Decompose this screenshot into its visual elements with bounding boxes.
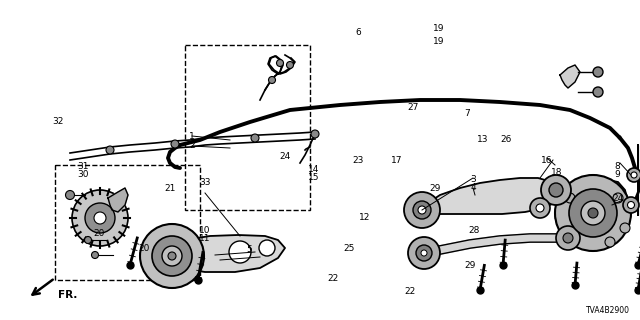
Circle shape (408, 237, 440, 269)
Polygon shape (560, 180, 628, 244)
Circle shape (541, 175, 571, 205)
Circle shape (269, 76, 275, 84)
Text: 16: 16 (541, 156, 553, 164)
Circle shape (613, 193, 623, 203)
Text: 2: 2 (189, 141, 195, 150)
Text: 22: 22 (404, 287, 415, 296)
Circle shape (229, 241, 251, 263)
Circle shape (581, 201, 605, 225)
Polygon shape (560, 65, 580, 88)
Text: 24: 24 (279, 152, 291, 161)
Text: FR.: FR. (58, 290, 77, 300)
Text: 13: 13 (477, 135, 489, 144)
Text: 24: 24 (612, 194, 623, 203)
Circle shape (94, 212, 106, 224)
Text: TVA4B2900: TVA4B2900 (586, 306, 630, 315)
Circle shape (421, 250, 427, 256)
Text: 26: 26 (500, 135, 511, 144)
Text: 27: 27 (407, 103, 419, 112)
Text: 29: 29 (429, 184, 441, 193)
Circle shape (72, 190, 128, 246)
Text: 1: 1 (189, 132, 195, 140)
Circle shape (251, 134, 259, 142)
Polygon shape (415, 178, 560, 215)
Circle shape (92, 252, 99, 259)
Circle shape (605, 237, 615, 247)
Text: 32: 32 (52, 117, 63, 126)
Circle shape (627, 202, 634, 209)
Circle shape (152, 236, 192, 276)
Text: 22: 22 (327, 274, 339, 283)
Circle shape (588, 208, 598, 218)
Text: 20: 20 (138, 244, 150, 252)
Polygon shape (147, 235, 285, 272)
Text: 33: 33 (199, 178, 211, 187)
Text: 29: 29 (465, 261, 476, 270)
Text: 12: 12 (359, 213, 371, 222)
Text: 4: 4 (471, 183, 476, 192)
Text: 31: 31 (77, 162, 89, 171)
Circle shape (593, 67, 603, 77)
Circle shape (623, 197, 639, 213)
Circle shape (276, 60, 284, 67)
Text: 18: 18 (551, 168, 563, 177)
Circle shape (627, 168, 640, 182)
Circle shape (162, 246, 182, 266)
Text: 5: 5 (247, 245, 252, 254)
Circle shape (404, 192, 440, 228)
Circle shape (259, 240, 275, 256)
Text: 21: 21 (164, 184, 175, 193)
Circle shape (556, 226, 580, 250)
Text: 10: 10 (199, 226, 211, 235)
Circle shape (555, 175, 631, 251)
Text: 28: 28 (468, 226, 479, 235)
Circle shape (549, 183, 563, 197)
Circle shape (413, 201, 431, 219)
Text: 8: 8 (615, 162, 620, 171)
Text: 11: 11 (199, 234, 211, 243)
Circle shape (416, 245, 432, 261)
Circle shape (530, 198, 550, 218)
Text: 9: 9 (615, 170, 620, 179)
Text: 30: 30 (77, 170, 89, 179)
Circle shape (311, 130, 319, 138)
Circle shape (593, 87, 603, 97)
Circle shape (84, 236, 92, 244)
Text: 14: 14 (308, 165, 319, 174)
Text: 15: 15 (308, 173, 319, 182)
Circle shape (85, 203, 115, 233)
Circle shape (168, 252, 176, 260)
Text: 25: 25 (343, 244, 355, 252)
Circle shape (106, 146, 114, 154)
Circle shape (418, 206, 426, 214)
Text: 6: 6 (356, 28, 361, 36)
Circle shape (565, 193, 575, 203)
Circle shape (620, 223, 630, 233)
Text: 20: 20 (93, 229, 105, 238)
Circle shape (563, 233, 573, 243)
Circle shape (65, 190, 74, 199)
Circle shape (287, 61, 294, 68)
Text: 19: 19 (433, 24, 444, 33)
Circle shape (631, 172, 637, 178)
Text: 19: 19 (433, 37, 444, 46)
Circle shape (536, 204, 544, 212)
Text: 23: 23 (353, 156, 364, 164)
Circle shape (140, 224, 204, 288)
Text: 3: 3 (471, 175, 476, 184)
Circle shape (569, 189, 617, 237)
Text: 17: 17 (391, 156, 403, 164)
Polygon shape (108, 188, 128, 212)
Text: 7: 7 (465, 109, 470, 118)
Circle shape (171, 140, 179, 148)
